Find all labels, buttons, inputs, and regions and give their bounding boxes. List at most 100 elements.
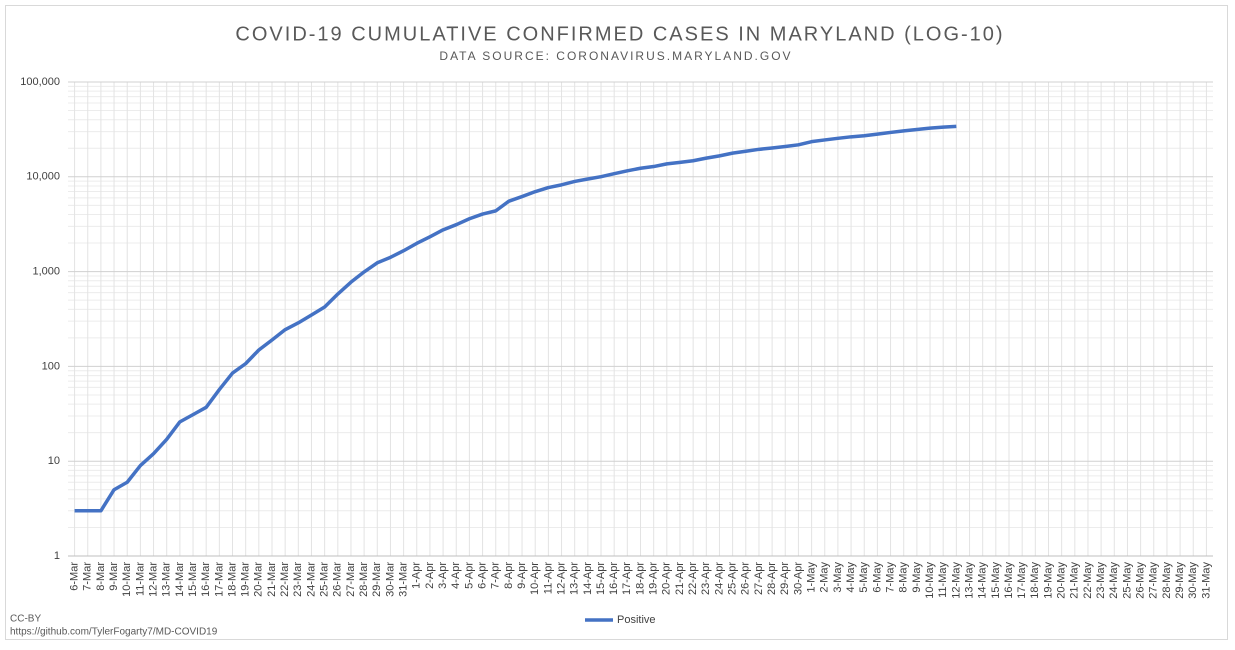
- x-tick-label: 14-Apr: [582, 562, 594, 595]
- x-tick-label: 30-Mar: [384, 562, 396, 597]
- y-tick-label: 1,000: [32, 266, 60, 278]
- x-tick-label: 14-May: [977, 562, 989, 599]
- x-tick-label: 25-Mar: [319, 562, 331, 597]
- x-tick-label: 12-Apr: [555, 562, 567, 595]
- x-tick-label: 10-Apr: [529, 562, 541, 595]
- x-tick-label: 13-Mar: [161, 562, 173, 597]
- chart-subtitle: DATA SOURCE: CORONAVIRUS.MARYLAND.GOV: [439, 49, 792, 63]
- x-tick-label: 27-Apr: [753, 562, 765, 595]
- x-tick-label: 17-May: [1016, 562, 1028, 599]
- x-tick-label: 16-Apr: [608, 562, 620, 595]
- x-tick-label: 6-May: [871, 562, 883, 593]
- x-tick-label: 9-Mar: [108, 562, 120, 591]
- x-tick-label: 27-May: [1148, 562, 1160, 599]
- x-tick-label: 20-Apr: [661, 562, 673, 595]
- x-tick-label: 15-May: [990, 562, 1002, 599]
- x-tick-label: 3-Apr: [437, 562, 449, 589]
- x-tick-label: 1-May: [805, 562, 817, 593]
- x-tick-label: 26-May: [1135, 562, 1147, 599]
- x-tick-label: 8-Mar: [95, 562, 107, 591]
- y-tick-label: 10,000: [26, 171, 60, 183]
- x-tick-label: 12-Mar: [147, 562, 159, 597]
- x-tick-label: 10-Mar: [121, 562, 133, 597]
- x-tick-label: 9-May: [911, 562, 923, 593]
- x-tick-label: 16-May: [1003, 562, 1015, 599]
- chart-title: COVID-19 CUMULATIVE CONFIRMED CASES IN M…: [235, 23, 1004, 45]
- x-tick-label: 24-Mar: [305, 562, 317, 597]
- chart-frame: [5, 5, 1228, 640]
- x-tick-label: 25-May: [1121, 562, 1133, 599]
- x-tick-label: 18-Mar: [226, 562, 238, 597]
- x-tick-label: 9-Apr: [516, 562, 528, 589]
- x-tick-label: 22-Apr: [687, 562, 699, 595]
- x-tick-label: 26-Mar: [332, 562, 344, 597]
- x-tick-label: 7-Apr: [490, 562, 502, 589]
- x-tick-label: 29-May: [1174, 562, 1186, 599]
- x-tick-label: 17-Mar: [213, 562, 225, 597]
- x-tick-label: 11-Apr: [542, 562, 554, 595]
- x-tick-label: 11-May: [937, 562, 949, 598]
- x-tick-label: 6-Apr: [476, 562, 488, 589]
- x-tick-label: 22-May: [1082, 562, 1094, 599]
- x-tick-label: 2-May: [819, 562, 831, 593]
- y-tick-label: 100: [42, 360, 60, 372]
- x-tick-label: 29-Mar: [371, 562, 383, 597]
- x-tick-label: 24-Apr: [713, 562, 725, 595]
- x-tick-label: 21-Apr: [674, 562, 686, 595]
- x-tick-label: 20-Mar: [253, 562, 265, 597]
- x-tick-label: 20-May: [1056, 562, 1068, 599]
- x-tick-label: 18-May: [1029, 562, 1041, 599]
- x-tick-label: 21-May: [1069, 562, 1081, 599]
- x-tick-label: 18-Apr: [634, 562, 646, 595]
- x-tick-label: 4-May: [845, 562, 857, 593]
- footer-license: CC-BY: [10, 614, 41, 625]
- x-tick-label: 19-Mar: [240, 562, 252, 597]
- x-tick-label: 11-Mar: [134, 562, 146, 596]
- x-tick-label: 4-Apr: [450, 562, 462, 589]
- x-tick-label: 31-May: [1200, 562, 1212, 599]
- x-tick-label: 28-Apr: [766, 562, 778, 595]
- x-tick-label: 7-Mar: [82, 562, 94, 591]
- x-tick-label: 1-Apr: [411, 562, 423, 589]
- x-tick-label: 6-Mar: [68, 562, 80, 591]
- series-line: [74, 124, 957, 513]
- x-tick-label: 23-Apr: [700, 562, 712, 595]
- x-tick-label: 8-May: [898, 562, 910, 593]
- x-tick-label: 13-May: [963, 562, 975, 599]
- x-tick-label: 21-Mar: [266, 562, 278, 597]
- x-tick-label: 19-May: [1042, 562, 1054, 599]
- x-tick-label: 31-Mar: [398, 562, 410, 597]
- x-tick-label: 15-Mar: [187, 562, 199, 597]
- x-tick-label: 28-May: [1161, 562, 1173, 599]
- x-tick-label: 25-Apr: [727, 562, 739, 595]
- x-tick-label: 27-Mar: [345, 562, 357, 597]
- x-tick-label: 8-Apr: [503, 562, 515, 589]
- x-tick-label: 30-May: [1187, 562, 1199, 599]
- x-tick-label: 13-Apr: [569, 562, 581, 595]
- x-tick-label: 3-May: [832, 562, 844, 593]
- y-tick-label: 1: [54, 550, 60, 562]
- y-tick-label: 10: [48, 455, 60, 467]
- x-tick-label: 7-May: [884, 562, 896, 593]
- x-tick-label: 23-May: [1095, 562, 1107, 599]
- x-tick-label: 19-Apr: [648, 562, 660, 595]
- footer-source: https://github.com/TylerFogarty7/MD-COVI…: [10, 627, 218, 638]
- x-tick-label: 17-Apr: [621, 562, 633, 595]
- x-tick-label: 22-Mar: [279, 562, 291, 597]
- x-tick-label: 24-May: [1108, 562, 1120, 599]
- x-tick-label: 10-May: [924, 562, 936, 599]
- x-tick-label: 23-Mar: [292, 562, 304, 597]
- legend-label: Positive: [617, 614, 656, 626]
- x-tick-label: 14-Mar: [174, 562, 186, 597]
- x-tick-label: 26-Apr: [740, 562, 752, 595]
- x-tick-label: 28-Mar: [358, 562, 370, 597]
- y-tick-label: 100,000: [20, 76, 60, 88]
- x-tick-label: 16-Mar: [200, 562, 212, 597]
- x-tick-label: 15-Apr: [595, 562, 607, 595]
- x-tick-label: 30-Apr: [792, 562, 804, 595]
- x-tick-label: 29-Apr: [779, 562, 791, 595]
- x-tick-label: 2-Apr: [424, 562, 436, 589]
- x-tick-label: 12-May: [950, 562, 962, 599]
- x-tick-label: 5-May: [858, 562, 870, 593]
